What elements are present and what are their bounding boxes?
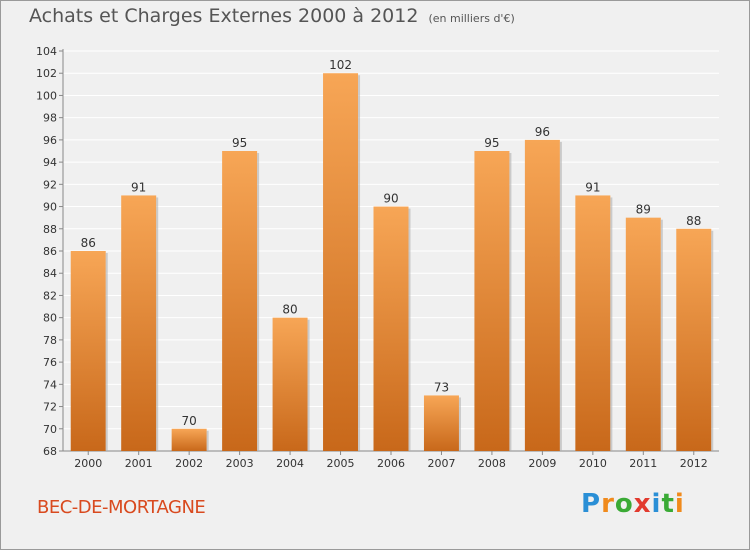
data-label: 89 [636,203,651,217]
x-tick-label: 2005 [327,457,355,470]
bar-2011 [625,217,661,451]
y-tick-label: 74 [43,378,57,391]
data-label: 91 [585,180,600,194]
bar-shadow [105,253,108,451]
x-tick-label: 2001 [125,457,153,470]
data-label: 95 [232,136,247,150]
bar-shadow [358,75,361,451]
y-tick-label: 72 [43,401,57,414]
y-tick-label: 98 [43,112,57,125]
y-tick-label: 70 [43,423,57,436]
bar-2006 [373,206,409,451]
y-tick-label: 84 [43,267,57,280]
x-tick-label: 2007 [427,457,455,470]
bar-2010 [575,195,611,451]
data-label: 80 [282,303,297,317]
bar-shadow [610,197,613,451]
bar-2000 [70,251,106,451]
bar-2003 [222,151,258,451]
y-tick-label: 102 [36,67,57,80]
y-tick-label: 76 [43,356,57,369]
bar-shadow [711,230,714,451]
x-tick-label: 2002 [175,457,203,470]
data-label: 86 [81,236,96,250]
bar-2002 [171,428,207,451]
data-label: 96 [535,125,550,139]
y-tick-label: 90 [43,201,57,214]
y-tick-label: 86 [43,245,57,258]
x-tick-label: 2010 [579,457,607,470]
y-tick-label: 100 [36,89,57,102]
x-tick-label: 2012 [680,457,708,470]
data-label: 95 [484,136,499,150]
y-tick-label: 80 [43,312,57,325]
brand-letter: i [674,489,685,519]
label-layer: 86 2000 91 2001 70 2002 95 2003 80 2004 102 2005 90 2… [74,58,708,470]
data-label: 90 [383,192,398,206]
bar-shadow [660,219,663,451]
location-name: BEC-DE-MORTAGNE [37,497,206,518]
brand-letter: i [651,489,662,519]
y-tick-label: 92 [43,178,57,191]
x-tick-label: 2008 [478,457,506,470]
y-tick-label: 94 [43,156,57,169]
y-tick-label: 68 [43,445,57,458]
bar-shadow [559,141,562,451]
x-tick-label: 2011 [629,457,657,470]
bar-2005 [323,73,359,451]
brand-letter: o [614,489,634,519]
data-label: 88 [686,214,701,228]
bar-2008 [474,151,510,451]
bar-2009 [524,139,560,451]
bar-shadow [257,153,260,451]
x-tick-label: 2006 [377,457,405,470]
brand-letter: r [601,489,615,519]
x-tick-label: 2003 [226,457,254,470]
chart-subtitle: (en milliers d'€) [428,12,515,25]
x-tick-label: 2004 [276,457,304,470]
data-label: 73 [434,380,449,394]
data-label: 70 [182,414,197,428]
bar-2004 [272,317,308,451]
data-label: 102 [329,58,352,72]
bar-shadow [458,397,461,451]
bar-2001 [121,195,157,451]
bar-layer [70,73,714,451]
y-tick-label: 96 [43,134,57,147]
y-tick-label: 78 [43,334,57,347]
brand-letter: P [581,489,602,519]
bar-shadow [408,208,411,451]
data-label: 91 [131,180,146,194]
bar-shadow [206,430,209,451]
y-tick-label: 104 [36,45,57,58]
brand-letter: t [661,489,675,519]
bar-2007 [423,395,459,451]
chart-title-text: Achats et Charges Externes 2000 à 2012 [29,5,419,27]
bar-shadow [509,153,512,451]
proxiti-logo: Proxiti [581,489,685,519]
x-tick-label: 2000 [74,457,102,470]
bar-2012 [676,228,712,451]
y-tick-label: 82 [43,289,57,302]
x-tick-label: 2009 [528,457,556,470]
bar-shadow [307,319,310,451]
brand-letter: x [633,489,652,519]
y-tick-label: 88 [43,223,57,236]
bar-shadow [156,197,159,451]
chart-title: Achats et Charges Externes 2000 à 2012 (e… [29,5,515,27]
